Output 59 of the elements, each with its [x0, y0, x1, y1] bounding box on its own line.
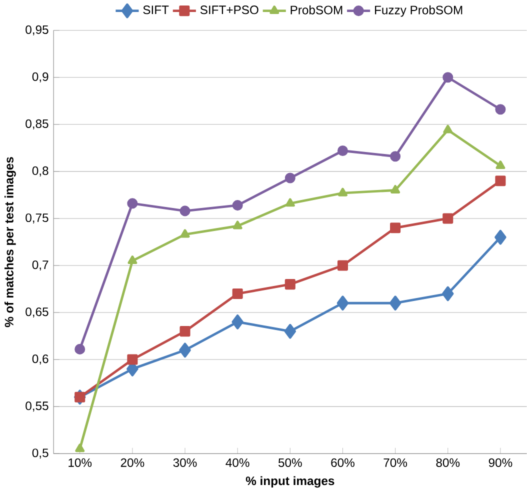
point	[494, 230, 506, 245]
point	[495, 176, 506, 186]
x-tick-label: 40%	[226, 458, 250, 467]
y-tick-label: 0,8	[32, 166, 48, 176]
x-tick-label: 30%	[173, 458, 197, 467]
point	[442, 72, 454, 83]
y-tick-label: 0,9	[32, 72, 48, 82]
legend-label: SIFT+PSO	[200, 6, 258, 14]
point	[127, 354, 138, 365]
point	[74, 392, 86, 402]
legend-label: Fuzzy ProbSOM	[375, 5, 462, 17]
point	[128, 255, 138, 264]
legend-label: SIFT	[143, 6, 169, 14]
point	[443, 124, 453, 134]
y-tick-label: 0,85	[26, 119, 48, 130]
y-tick-label: 0,5	[32, 448, 48, 459]
point	[232, 220, 242, 230]
y-axis-title: % of matches per test images	[4, 157, 16, 328]
point	[74, 344, 86, 354]
legend-label: ProbSOM	[290, 5, 342, 14]
point	[389, 296, 402, 310]
y-tick-label: 0,6	[32, 354, 48, 365]
point	[390, 184, 400, 194]
point	[232, 314, 244, 330]
y-tick-label: 0,75	[26, 213, 48, 224]
point	[127, 198, 138, 209]
point	[338, 188, 348, 196]
x-tick-label: 50%	[278, 458, 302, 467]
y-tick-label: 0,95	[26, 25, 48, 36]
point	[75, 444, 85, 452]
x-tick-label: 90%	[488, 458, 512, 467]
point	[442, 286, 454, 302]
point	[336, 296, 349, 310]
point	[285, 198, 295, 207]
point	[337, 260, 348, 271]
point	[179, 342, 191, 358]
point	[284, 278, 296, 290]
point	[390, 222, 401, 234]
x-tick-label: 20%	[120, 458, 144, 467]
x-tick-label: 70%	[384, 458, 408, 467]
point	[180, 326, 190, 337]
x-tick-label: 10%	[68, 458, 92, 467]
x-tick-label: 60%	[331, 458, 354, 467]
point	[232, 200, 243, 211]
point	[337, 145, 348, 156]
point	[442, 213, 454, 224]
y-tick-label: 0,65	[26, 307, 48, 318]
point	[232, 288, 243, 299]
y-tick-label: 0,7	[32, 260, 48, 270]
point	[284, 172, 296, 184]
point	[390, 151, 401, 162]
point	[496, 160, 506, 169]
x-axis-title: % input images	[246, 476, 334, 488]
y-tick-label: 0,55	[26, 401, 48, 412]
point	[495, 104, 506, 115]
x-tick-label: 80%	[436, 458, 460, 467]
point	[284, 324, 296, 339]
point	[180, 206, 190, 216]
point	[180, 229, 190, 238]
